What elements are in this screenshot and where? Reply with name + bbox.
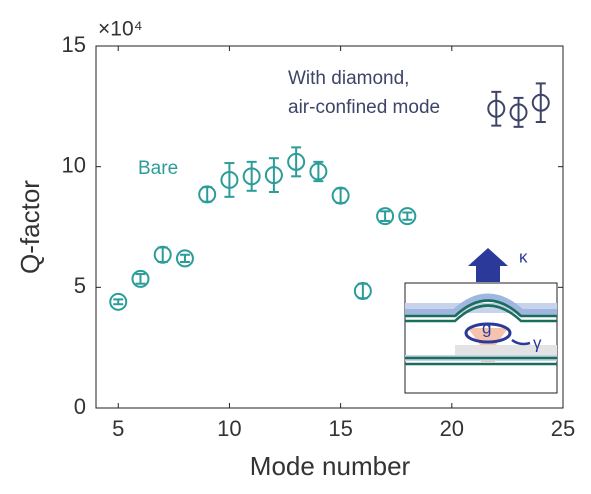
x-tick-label: 15 <box>328 416 352 441</box>
series-label: air-confined mode <box>288 97 440 118</box>
y-tick-label: 0 <box>74 394 86 419</box>
chart: Mode number Q-factor ×10⁴ Bare With diam… <box>0 0 591 489</box>
inset <box>405 248 557 393</box>
y-tick-label: 15 <box>62 32 86 57</box>
inset-label: γ <box>533 333 542 352</box>
inset-label: g <box>482 318 491 337</box>
x-tick-label: 25 <box>551 416 575 441</box>
y-offset-text: ×10⁴ <box>98 18 143 41</box>
x-tick-label: 10 <box>217 416 241 441</box>
x-tick-label: 5 <box>112 416 124 441</box>
y-axis-label: Q-factor <box>15 180 45 274</box>
inset-label: κ <box>519 247 528 266</box>
x-tick-label: 20 <box>440 416 464 441</box>
y-tick-label: 5 <box>74 273 86 298</box>
y-tick-label: 10 <box>62 152 86 177</box>
series-label: Bare <box>138 158 178 179</box>
series-label: With diamond, <box>288 68 409 89</box>
x-axis-label: Mode number <box>250 451 411 481</box>
